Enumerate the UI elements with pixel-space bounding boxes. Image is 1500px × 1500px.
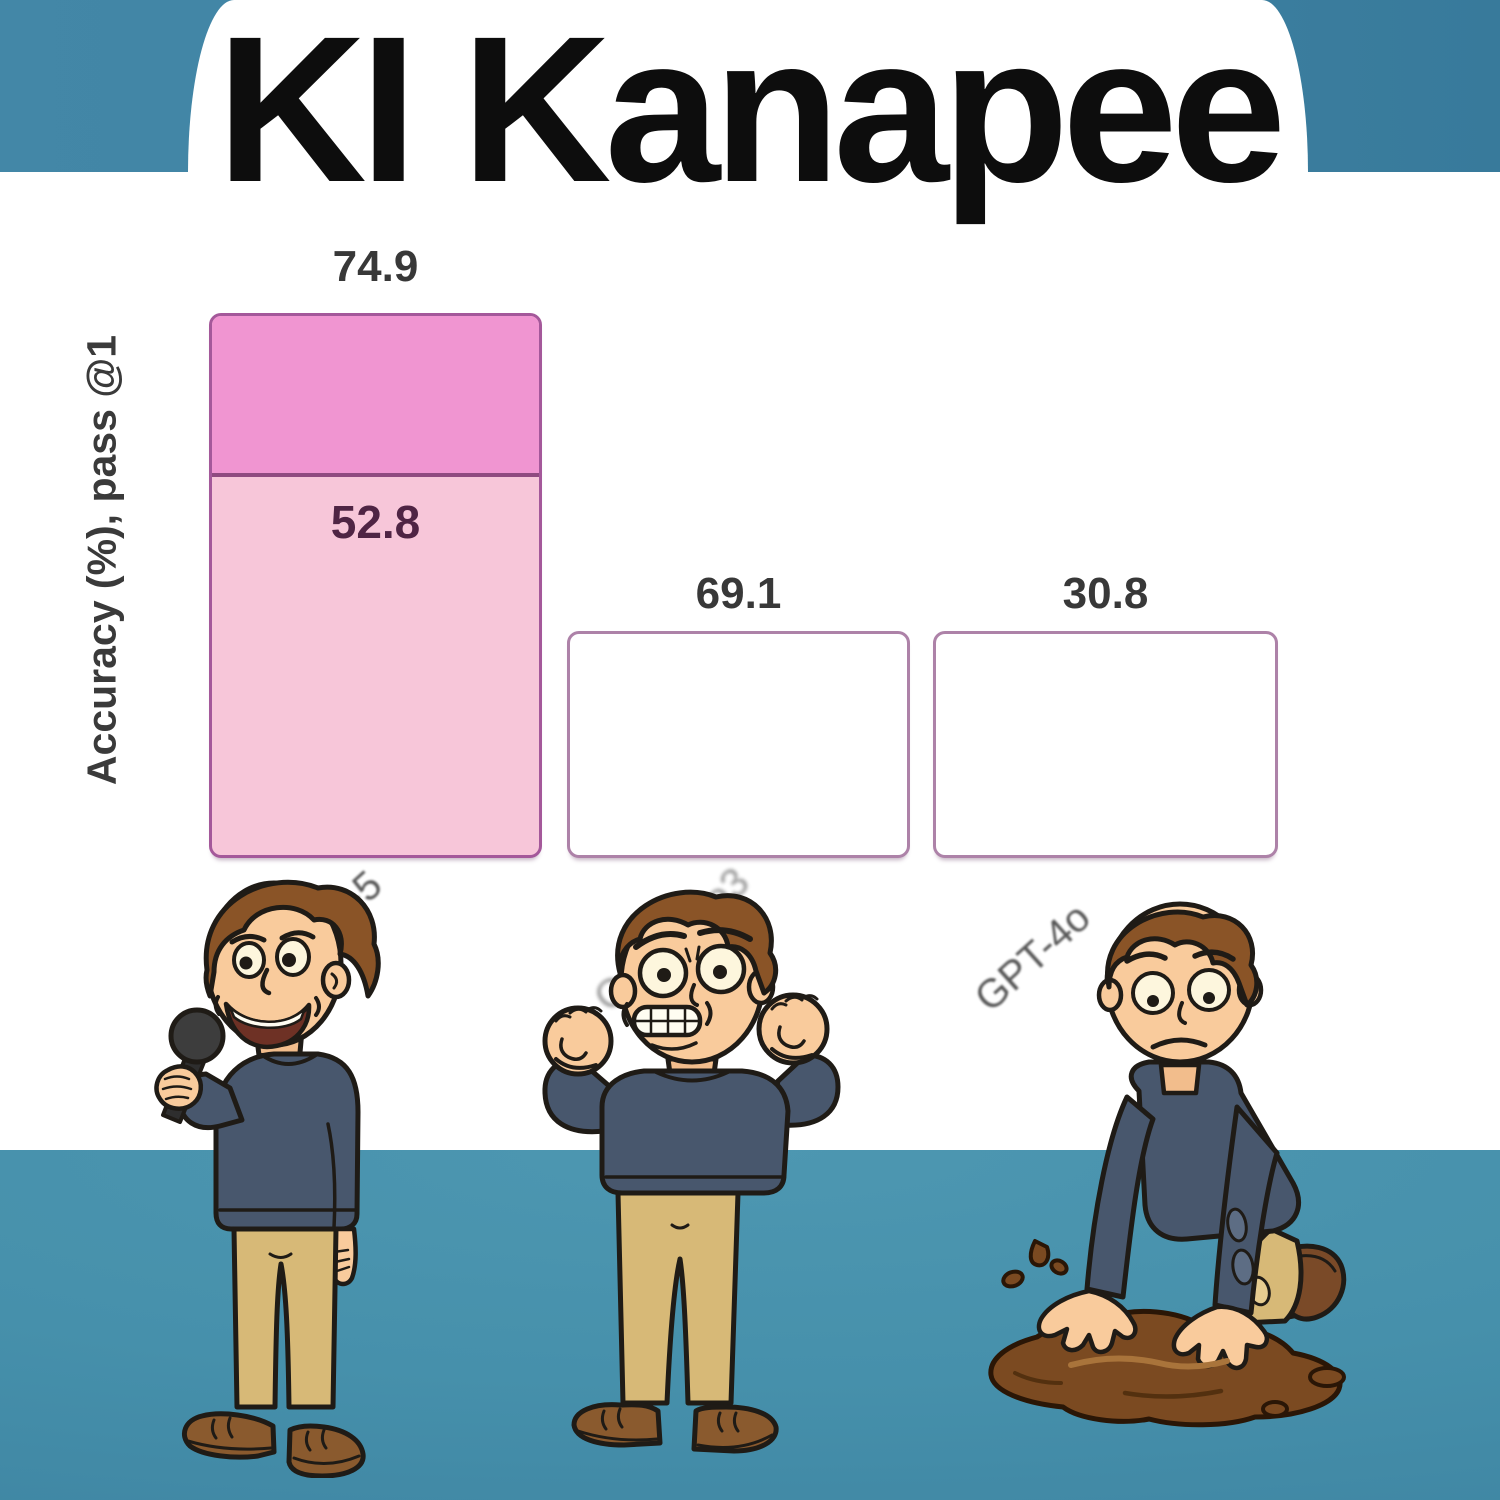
character-kneeling-in-mud bbox=[988, 901, 1347, 1428]
right-fist bbox=[756, 992, 830, 1066]
sad-mouth bbox=[1150, 1037, 1208, 1050]
pants bbox=[615, 1190, 741, 1406]
hair bbox=[1105, 909, 1260, 1008]
eyebrow bbox=[229, 934, 267, 945]
sweater-torso bbox=[599, 1068, 791, 1196]
mud-blob bbox=[1261, 1400, 1289, 1418]
mud-droplet bbox=[1049, 1258, 1069, 1276]
nose bbox=[689, 983, 699, 1007]
mud-droplet bbox=[1028, 1239, 1051, 1268]
mud-blob bbox=[1308, 1366, 1346, 1388]
microphone-head bbox=[168, 1007, 226, 1065]
character-presenter-with-microphone bbox=[154, 879, 381, 1478]
pants bbox=[231, 1226, 339, 1410]
sleeve-patch bbox=[1231, 1248, 1255, 1286]
value-label-o3: 69.1 bbox=[695, 569, 782, 618]
hair bbox=[615, 889, 779, 996]
bar-o3 bbox=[567, 631, 910, 858]
neck bbox=[1158, 1062, 1202, 1096]
nose bbox=[1177, 1001, 1187, 1025]
eye bbox=[1187, 968, 1231, 1012]
eyebrow bbox=[1192, 949, 1236, 962]
sweater-torso bbox=[213, 1051, 361, 1232]
eyebrow bbox=[697, 927, 753, 942]
nose bbox=[260, 967, 272, 996]
sleeve-patch bbox=[1226, 1207, 1248, 1243]
value-label-gpt5-total: 74.9 bbox=[332, 242, 419, 291]
mud-droplet bbox=[1001, 1269, 1025, 1289]
eyebrow bbox=[279, 930, 316, 941]
hair bbox=[203, 879, 381, 999]
left-fist bbox=[542, 1005, 614, 1077]
character-flexing-man bbox=[542, 889, 841, 1454]
y-axis-label: Accuracy (%), pass @1 bbox=[78, 334, 125, 786]
bar-gpt5 bbox=[209, 313, 542, 858]
ear bbox=[608, 972, 638, 1010]
teeth bbox=[228, 1005, 307, 1030]
bar-gpt4o bbox=[933, 631, 1278, 858]
collar bbox=[260, 1053, 318, 1066]
eyebrow bbox=[633, 931, 687, 950]
collar bbox=[654, 1070, 730, 1083]
left-hand bbox=[1036, 1288, 1138, 1355]
left-arm bbox=[1084, 1094, 1156, 1300]
value-label-gpt5-base: 52.8 bbox=[330, 496, 421, 548]
right-arm bbox=[1212, 1104, 1280, 1316]
bar-gpt5-extended-segment bbox=[212, 316, 539, 477]
value-label-gpt4o: 30.8 bbox=[1062, 569, 1149, 618]
right-hand bbox=[1171, 1304, 1269, 1371]
eye bbox=[1131, 971, 1175, 1015]
eyebrow bbox=[1124, 951, 1168, 964]
page-title: KI Kanapee bbox=[216, 0, 1287, 226]
shoe bbox=[286, 1423, 366, 1478]
title-banner: KI Kanapee bbox=[188, 0, 1308, 214]
